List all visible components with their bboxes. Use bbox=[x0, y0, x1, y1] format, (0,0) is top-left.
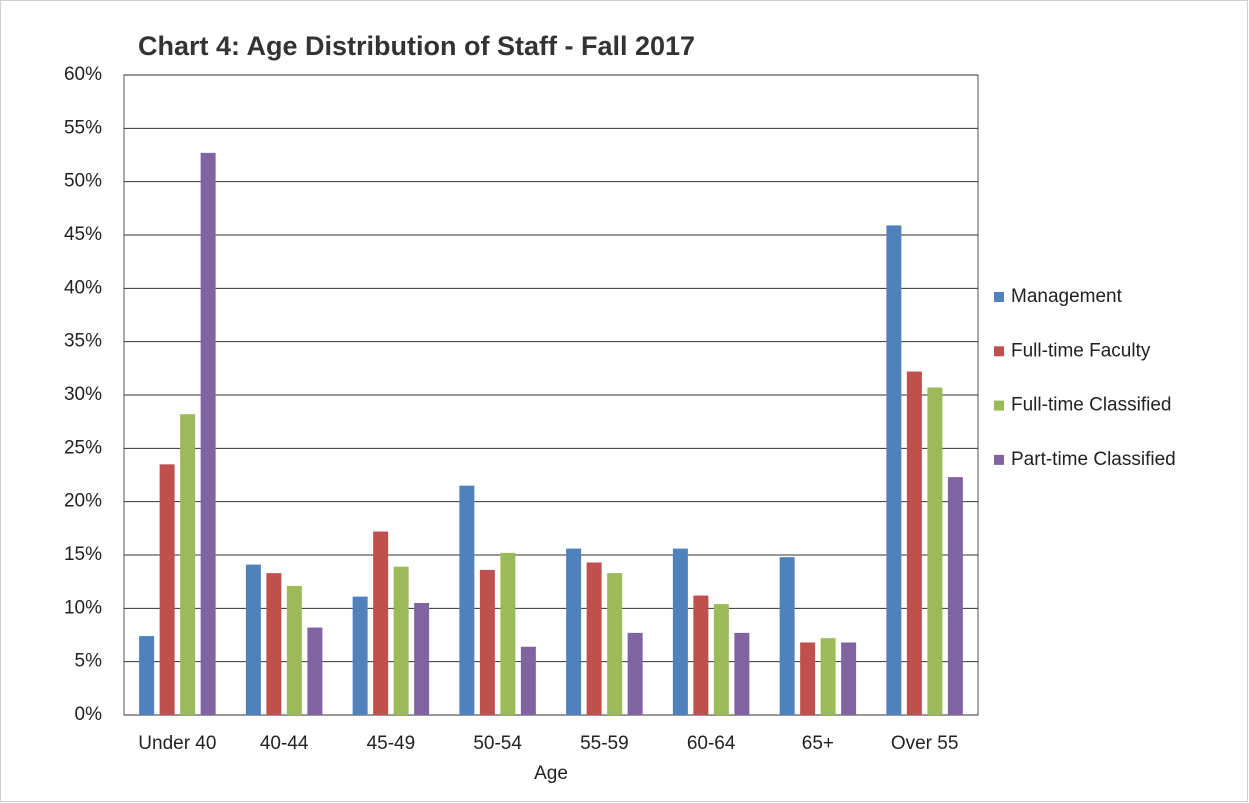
bar bbox=[180, 414, 196, 715]
bar bbox=[414, 603, 430, 715]
bar bbox=[500, 552, 516, 715]
bar bbox=[886, 225, 902, 715]
bar bbox=[627, 632, 643, 715]
bar bbox=[906, 371, 922, 715]
bar bbox=[947, 477, 963, 715]
x-tick-label: Over 55 bbox=[891, 733, 959, 754]
y-tick-label: 40% bbox=[64, 277, 102, 298]
bar bbox=[820, 638, 836, 715]
bar bbox=[139, 636, 155, 715]
y-tick-label: 20% bbox=[64, 491, 102, 512]
bar bbox=[607, 573, 623, 715]
legend-swatch bbox=[994, 346, 1004, 357]
x-axis-title: Age bbox=[534, 763, 568, 784]
y-tick-label: 0% bbox=[75, 704, 103, 725]
bar bbox=[800, 642, 816, 715]
y-tick-label: 30% bbox=[64, 384, 102, 405]
bar bbox=[393, 566, 409, 715]
legend-swatch bbox=[994, 400, 1004, 411]
bar bbox=[693, 595, 709, 715]
bar bbox=[779, 557, 795, 715]
bar bbox=[200, 152, 216, 715]
y-tick-label: 15% bbox=[64, 544, 102, 565]
x-tick-label: 65+ bbox=[802, 733, 834, 754]
bar bbox=[352, 596, 368, 715]
bar bbox=[266, 573, 282, 715]
bar bbox=[713, 604, 729, 715]
bar bbox=[373, 531, 389, 715]
chart-title: Chart 4: Age Distribution of Staff - Fal… bbox=[138, 31, 695, 61]
bar bbox=[159, 464, 175, 715]
bar bbox=[841, 642, 857, 715]
legend-label: Full-time Faculty bbox=[1011, 340, 1151, 361]
y-tick-label: 45% bbox=[64, 224, 102, 245]
y-tick-label: 60% bbox=[64, 64, 102, 85]
y-tick-label: 55% bbox=[64, 117, 102, 138]
x-tick-label: Under 40 bbox=[138, 733, 216, 754]
bar bbox=[245, 564, 261, 715]
bar bbox=[459, 485, 475, 715]
bar bbox=[566, 548, 582, 715]
y-tick-label: 10% bbox=[64, 597, 102, 618]
x-tick-label: 60-64 bbox=[687, 733, 736, 754]
y-tick-label: 50% bbox=[64, 171, 102, 192]
bar bbox=[479, 569, 495, 715]
bar bbox=[734, 632, 750, 715]
legend-label: Full-time Classified bbox=[1011, 395, 1171, 416]
y-tick-label: 35% bbox=[64, 331, 102, 352]
bar bbox=[307, 627, 323, 715]
x-tick-label: 55-59 bbox=[580, 733, 629, 754]
x-tick-label: 40-44 bbox=[260, 733, 309, 754]
legend-swatch bbox=[994, 292, 1004, 302]
legend-label: Part-time Classified bbox=[1011, 449, 1176, 470]
bar bbox=[672, 548, 688, 715]
bar bbox=[520, 646, 536, 715]
x-tick-label: 50-54 bbox=[473, 733, 522, 754]
y-tick-label: 25% bbox=[64, 437, 102, 458]
legend-label: Management bbox=[1011, 286, 1123, 307]
bar bbox=[286, 585, 302, 715]
legend-swatch bbox=[994, 454, 1004, 465]
x-tick-label: 45-49 bbox=[367, 733, 416, 754]
y-tick-label: 5% bbox=[75, 651, 103, 672]
bar bbox=[586, 562, 602, 715]
bar bbox=[927, 387, 943, 715]
